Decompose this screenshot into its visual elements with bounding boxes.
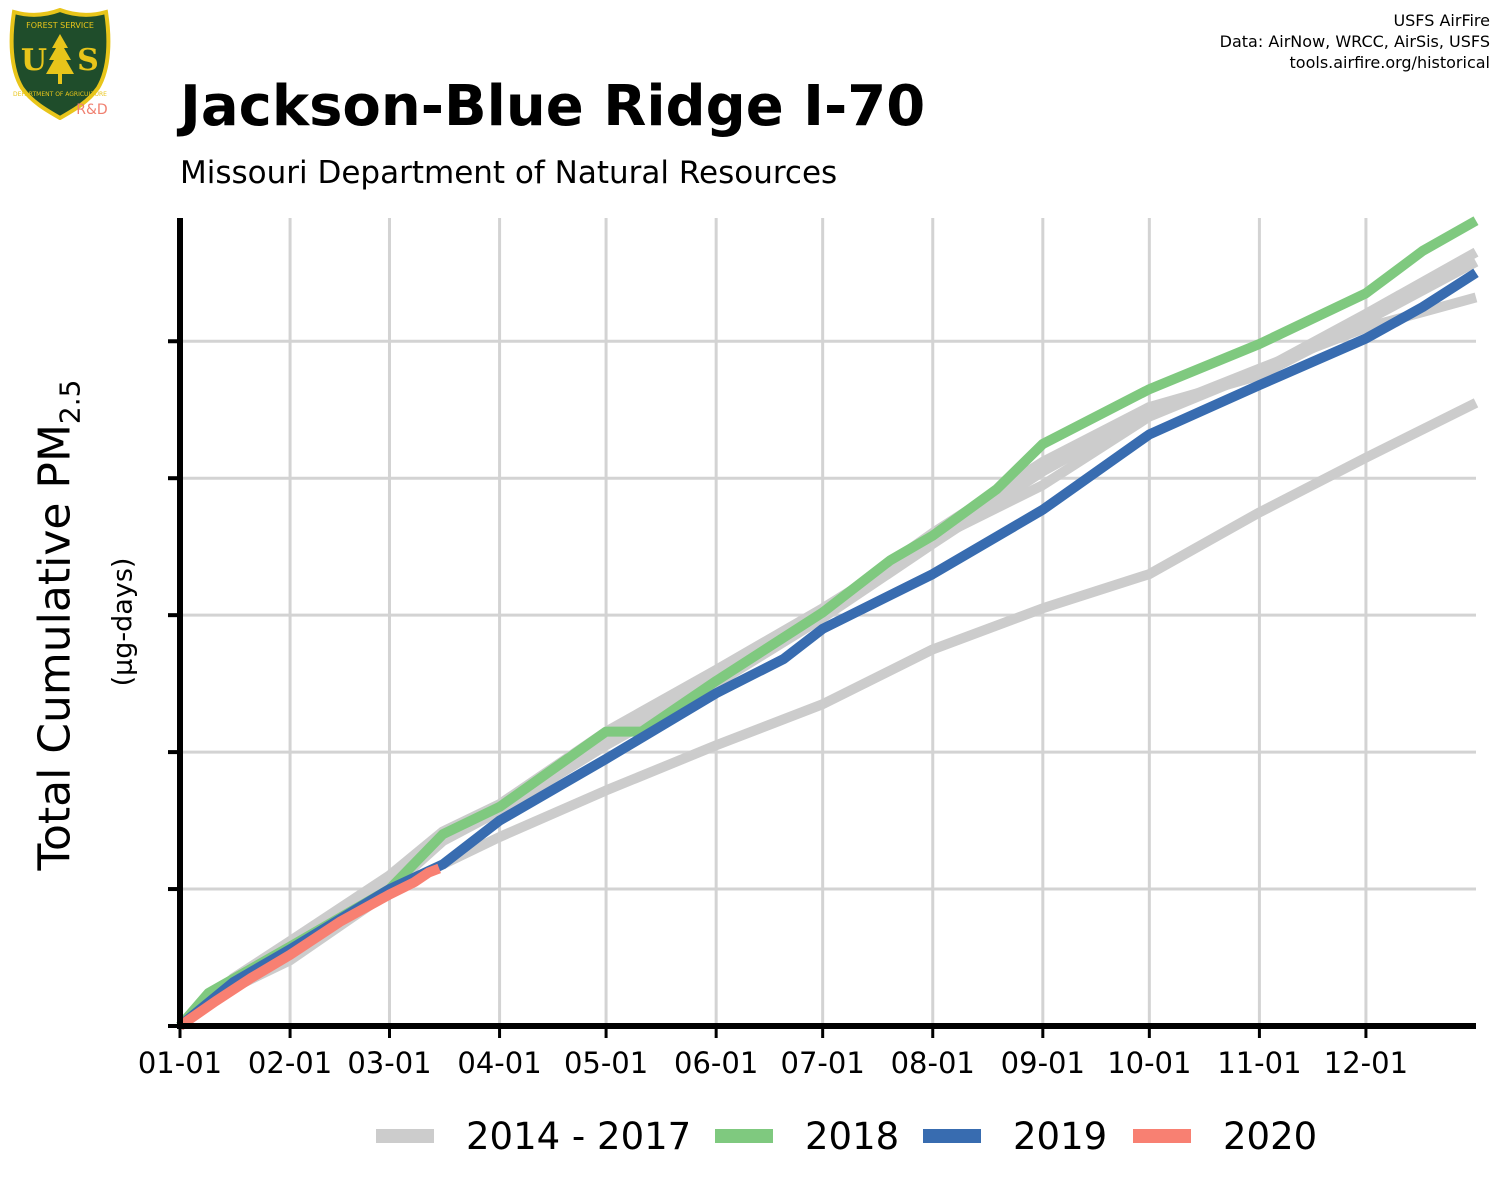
legend-swatch (376, 1129, 434, 1143)
legend-swatch (1133, 1129, 1191, 1143)
x-tick-label: 02-01 (248, 1046, 332, 1080)
series-line-2020 (177, 863, 441, 1031)
legend-swatch (923, 1129, 981, 1143)
legend-item: 2020 (1133, 1112, 1317, 1160)
legend: 2014 - 2017 2018 2019 2020 (0, 1112, 1500, 1160)
legend-item: 2019 (923, 1112, 1107, 1160)
chart-subtitle: Missouri Department of Natural Resources (180, 155, 838, 191)
axes (168, 218, 1476, 1038)
x-tick-label: 09-01 (1001, 1046, 1085, 1080)
legend-label: 2019 (1013, 1114, 1108, 1158)
x-tick-label: 08-01 (891, 1046, 975, 1080)
credit-line: USFS AirFire (1393, 11, 1490, 30)
series-line-2014-2017 (177, 292, 1478, 1031)
tree-icon (46, 34, 74, 84)
x-tick-label: 06-01 (674, 1046, 758, 1080)
legend-item: 2018 (715, 1112, 899, 1160)
x-tick-label: 10-01 (1107, 1046, 1191, 1080)
x-tick-label: 03-01 (347, 1046, 431, 1080)
tick-labels: 01-01 02-01 03-01 04-01 05-01 06-01 07-01 08-01… (138, 1046, 1408, 1080)
legend-label: 2020 (1223, 1114, 1318, 1158)
credit-line: tools.airfire.org/historical (1289, 53, 1490, 72)
logo-letter-u: U (21, 43, 47, 78)
legend-item: 2014 - 2017 (376, 1112, 691, 1160)
x-tick-label: 04-01 (457, 1046, 541, 1080)
series-line-2019 (176, 268, 1479, 1030)
x-tick-label: 01-01 (138, 1046, 222, 1080)
x-tick-label: 12-01 (1324, 1046, 1408, 1080)
usfs-logo: FOREST SERVICE U S DEPARTMENT OF AGRICUL… (9, 8, 111, 120)
logo-bottom-text: DEPARTMENT OF AGRICULTURE (13, 91, 107, 98)
rd-badge: R&D (76, 102, 107, 118)
credits: USFS AirFire Data: AirNow, WRCC, AirSis,… (1220, 10, 1490, 73)
x-tick-label: 07-01 (781, 1046, 865, 1080)
x-tick-label: 05-01 (564, 1046, 648, 1080)
series-line-2014-2017 (177, 398, 1479, 1031)
legend-label: 2014 - 2017 (466, 1114, 692, 1158)
chart-title: Jackson-Blue Ridge I-70 (180, 74, 926, 139)
x-tick-label: 11-01 (1217, 1046, 1301, 1080)
credit-line: Data: AirNow, WRCC, AirSis, USFS (1219, 32, 1490, 51)
logo-letter-s: S (77, 43, 99, 78)
legend-swatch (715, 1129, 773, 1143)
legend-label: 2018 (805, 1114, 900, 1158)
logo-top-text: FOREST SERVICE (26, 21, 94, 30)
series-lines (176, 216, 1479, 1031)
